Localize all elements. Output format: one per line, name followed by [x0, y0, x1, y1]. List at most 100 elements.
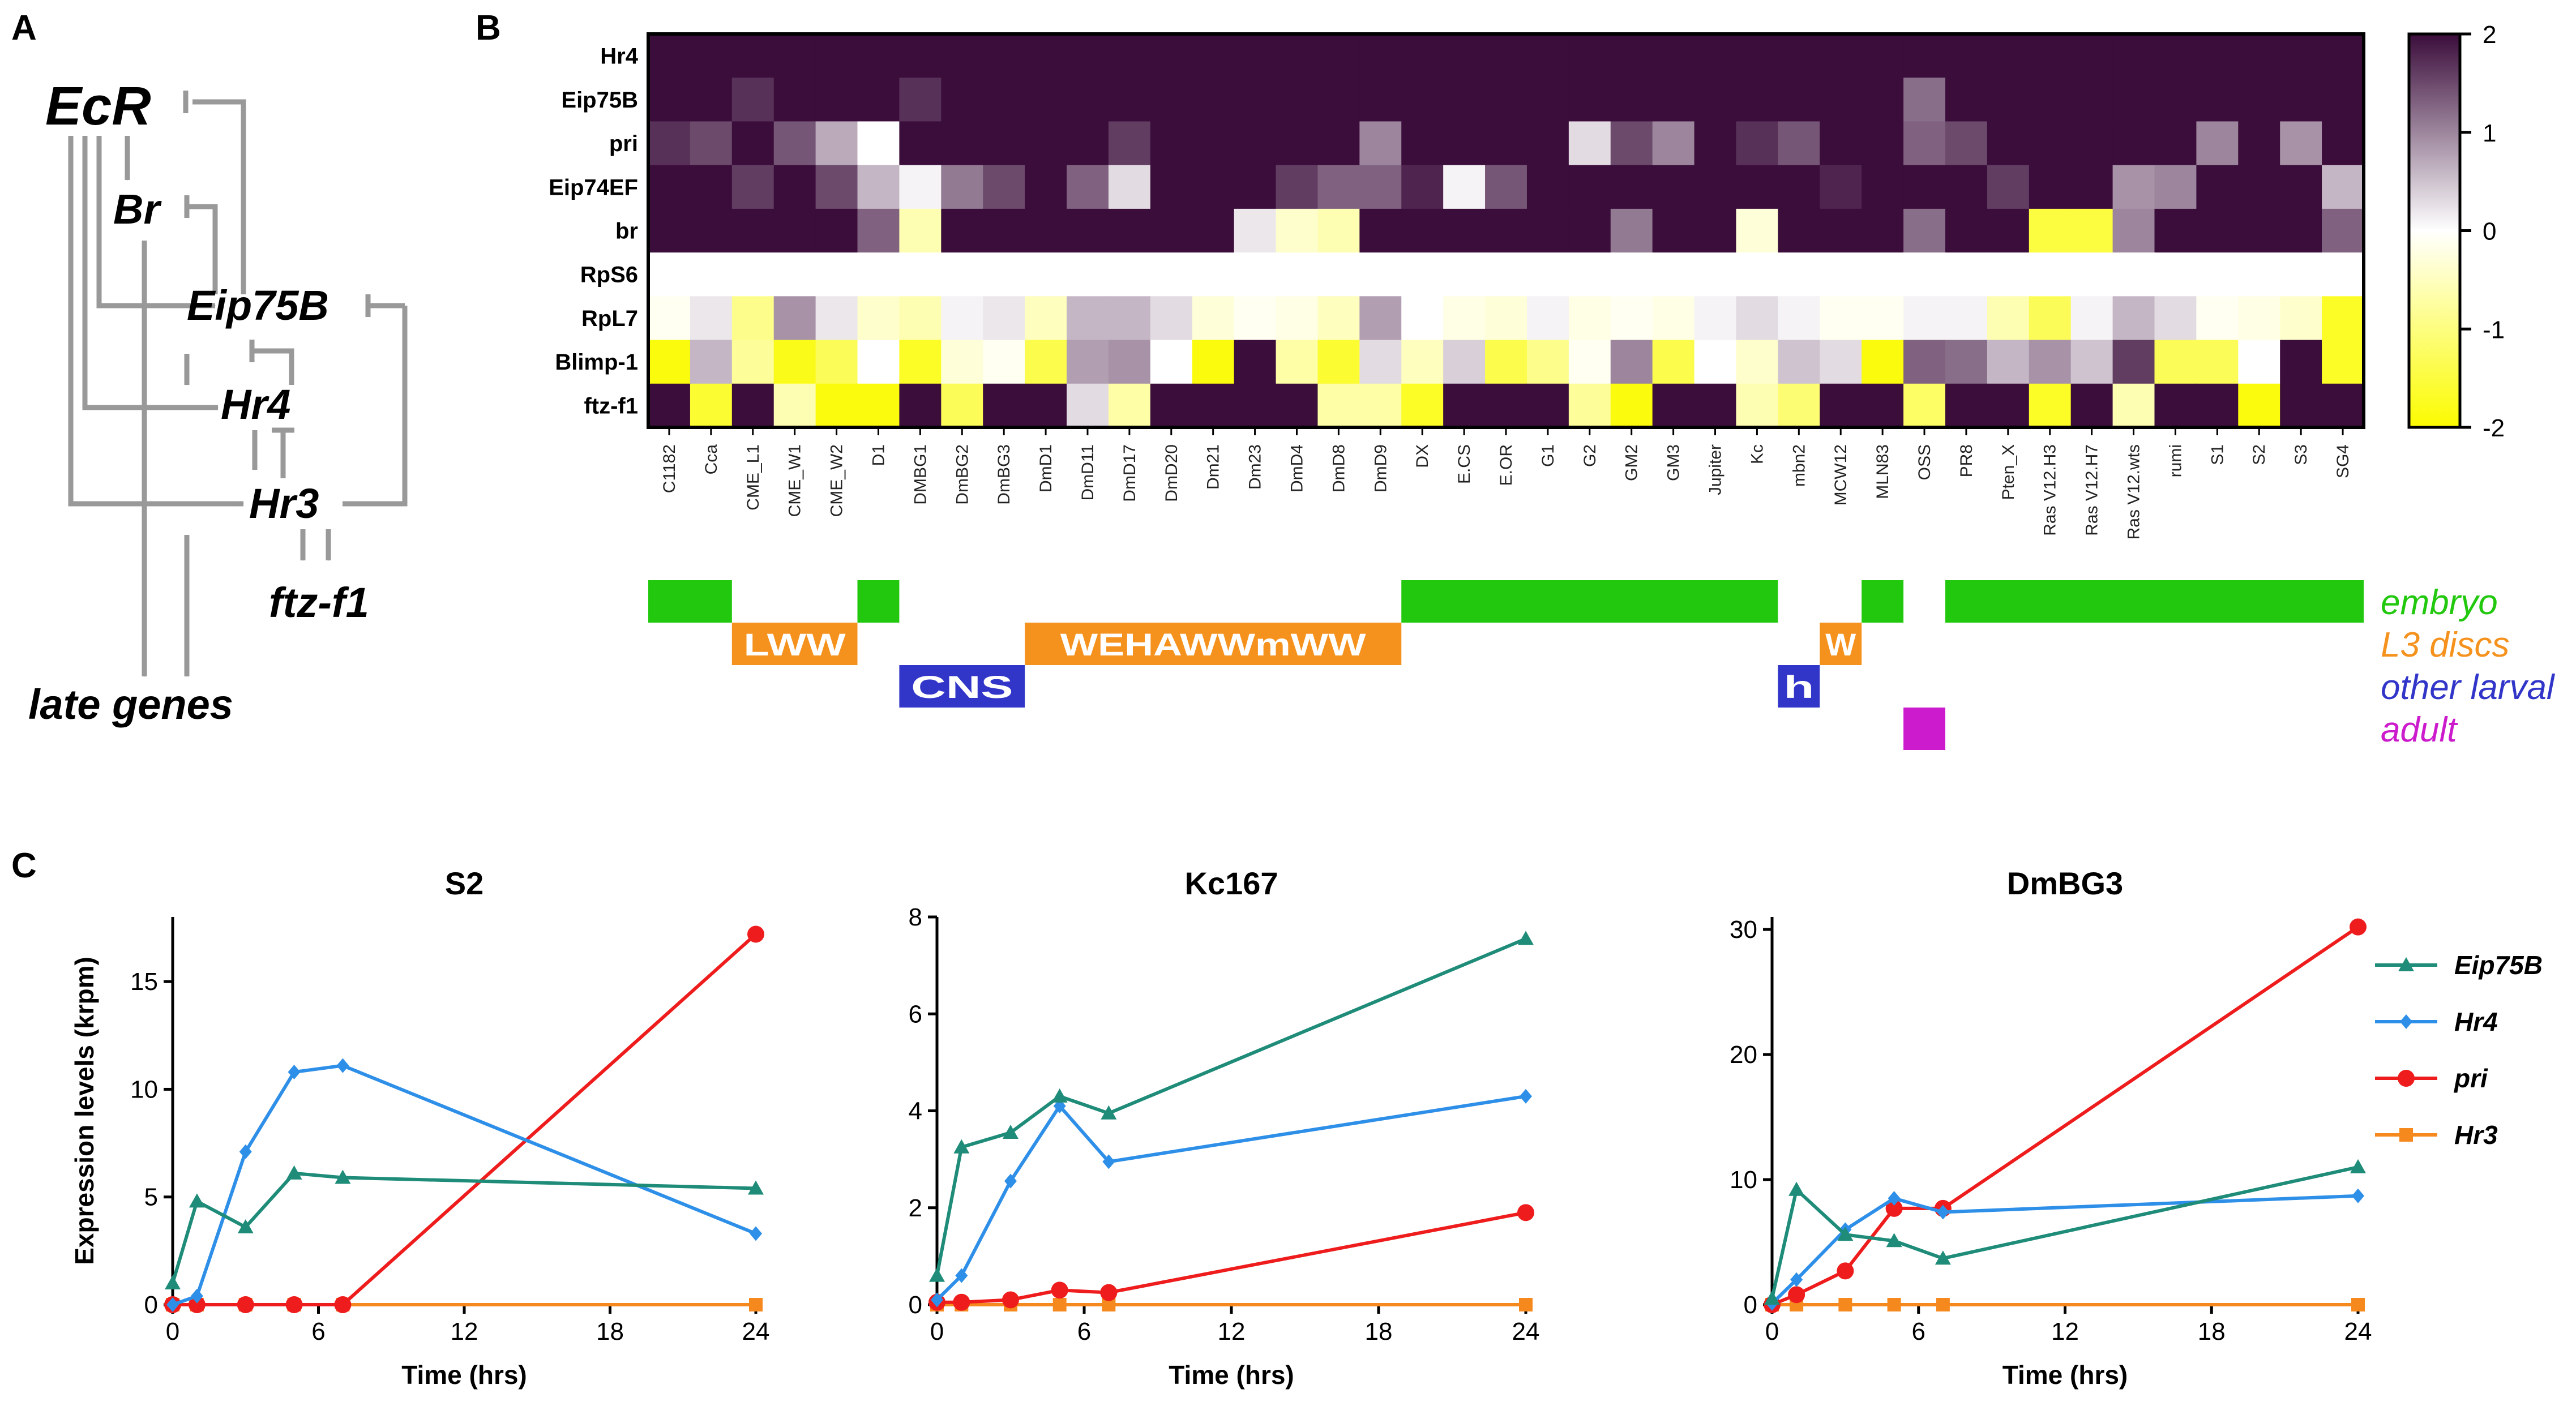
heatmap-cell: [2280, 121, 2322, 166]
heatmap-cell: [899, 252, 942, 297]
heatmap-cell: [1694, 78, 1737, 122]
data-point: [1518, 931, 1534, 945]
y-tick-label: 15: [130, 968, 158, 996]
legend-item-hr4: Hr4: [2375, 1007, 2498, 1036]
heatmap-cell: [1652, 165, 1695, 209]
heatmap-cell: [815, 121, 858, 166]
heatmap-cell: [899, 34, 942, 78]
heatmap-cell: [899, 165, 942, 209]
heatmap-cell: [1987, 340, 2030, 384]
series-pri: [928, 1204, 1534, 1311]
data-point: [1101, 1105, 1117, 1120]
heatmap-cell: [648, 296, 691, 341]
heatmap-cell: [815, 340, 858, 384]
heatmap-cell: [1903, 252, 1946, 297]
heatmap-cell: [2029, 208, 2072, 253]
track-segment-embryo: [1945, 580, 2364, 623]
data-point: [1002, 1291, 1019, 1309]
heatmap-cell: [1903, 208, 1946, 253]
heatmap-cell: [731, 252, 774, 297]
heatmap-cell: [1025, 78, 1067, 122]
heatmap-cell: [1485, 296, 1527, 341]
y-axis-label: Expression levels (krpm): [70, 957, 99, 1265]
heatmap-cell: [857, 34, 900, 78]
heatmap-cell: [1652, 340, 1695, 384]
heatmap-cell: [1150, 340, 1193, 384]
heatmap-cell: [2112, 340, 2155, 384]
heatmap-cell: [1108, 252, 1151, 297]
heatmap-cell: [1526, 208, 1569, 253]
line-chart-s2: 0 5 10 15 0 6 12 18 24 S2 Time (hrs) Expression lev…: [70, 865, 769, 1390]
heatmap-cell: [1108, 34, 1151, 78]
data-point: [1102, 1154, 1115, 1169]
heatmap-cell: [2238, 165, 2280, 209]
heatmap-col-label: G2: [1581, 444, 1599, 467]
heatmap-cell: [1025, 121, 1067, 166]
heatmap-cell: [2280, 340, 2322, 384]
heatmap-cell: [1526, 383, 1569, 428]
heatmap-cell: [1736, 252, 1778, 297]
panel-c-label: C: [11, 846, 37, 885]
heatmap-cell: [1485, 165, 1527, 209]
heatmap-cell: [1485, 121, 1527, 166]
heatmap-cell: [1862, 208, 1904, 253]
track-segment-adult: [1903, 708, 1945, 750]
heatmap-cell: [941, 208, 983, 253]
y-tick-label: 20: [1730, 1041, 1757, 1069]
heatmap-cell: [773, 340, 816, 384]
legend-item-hr3: Hr3: [2375, 1120, 2498, 1150]
heatmap-cell: [2196, 34, 2239, 78]
heatmap-cell: [2196, 78, 2239, 122]
heatmap-cell: [1317, 296, 1360, 341]
heatmap-cell: [1485, 208, 1527, 253]
heatmap-col-label: D1: [869, 444, 888, 466]
heatmap-cell: [1820, 165, 1862, 209]
heatmap-cell: [690, 340, 733, 384]
heatmap-cell: [2322, 340, 2364, 384]
heatmap-cell: [1276, 252, 1319, 297]
heatmap-cell: [2280, 34, 2322, 78]
heatmap-cell: [1945, 78, 1988, 122]
heatmap-cell: [1568, 383, 1611, 428]
heatmap-cell: [1443, 383, 1486, 428]
heatmap-cell: [1108, 121, 1151, 166]
heatmap-cell: [1568, 296, 1611, 341]
heatmap-cell: [2238, 383, 2280, 428]
heatmap-cell: [1903, 340, 1946, 384]
heatmap-cell: [857, 252, 900, 297]
heatmap-cell: [1276, 340, 1319, 384]
heatmap-cell: [1778, 34, 1820, 78]
y-tick-label: 4: [909, 1098, 922, 1125]
heatmap-cell: [815, 78, 858, 122]
heatmap-cell: [1610, 383, 1653, 428]
heatmap-col-label: CME_W2: [828, 444, 846, 517]
heatmap-cell: [2029, 121, 2072, 166]
heatmap-cell: [1820, 296, 1862, 341]
heatmap-cell: [1443, 34, 1486, 78]
heatmap-cell: [2029, 296, 2072, 341]
heatmap-cell: [2154, 165, 2197, 209]
x-tick-label: 12: [2051, 1318, 2079, 1345]
heatmap-cell: [1025, 252, 1067, 297]
heatmap-cell: [1820, 78, 1862, 122]
data-point: [1519, 1298, 1533, 1311]
data-point: [931, 1292, 943, 1308]
heatmap-cell: [1025, 208, 1067, 253]
heatmap-cell: [941, 383, 983, 428]
heatmap-cell: [1276, 383, 1319, 428]
heatmap-cell: [941, 34, 983, 78]
heatmap-cell: [2196, 383, 2239, 428]
heatmap-cell: [941, 165, 983, 209]
heatmap-cell: [1443, 208, 1486, 253]
heatmap-cell: [1987, 208, 2030, 253]
track-segment-embryo: [1401, 580, 1778, 623]
heatmap-cell: [1443, 340, 1486, 384]
heatmap-col-label: Dm23: [1246, 444, 1265, 490]
heatmap-cell: [983, 78, 1025, 122]
heatmap-cell: [2196, 208, 2239, 253]
data-point: [2398, 1070, 2415, 1087]
heatmap-cell: [1234, 340, 1277, 384]
series-hr4: [166, 1058, 762, 1312]
heatmap-cell: [983, 208, 1025, 253]
heatmap-cell: [2112, 296, 2155, 341]
